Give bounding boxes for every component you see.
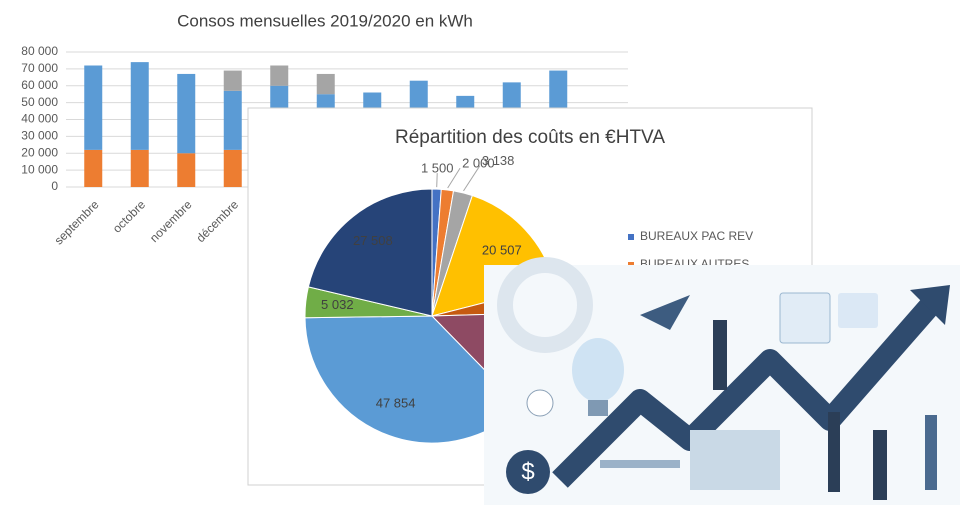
bar-segment [84,66,102,150]
y-tick-label: 30 000 [21,129,58,143]
x-tick-label: octobre [110,197,148,235]
y-tick-label: 50 000 [21,95,58,109]
y-tick-label: 60 000 [21,78,58,92]
legend-swatch [628,234,634,240]
clock [527,390,553,416]
bulb [572,338,624,402]
data-label: 27 508 [353,233,393,248]
data-label: 20 507 [482,243,522,258]
y-tick-label: 10 000 [21,162,58,176]
y-tick-label: 0 [51,179,58,193]
y-tick-label: 20 000 [21,145,58,159]
person [713,320,727,390]
dollar-icon: $ [521,458,534,485]
chart-title: Consos mensuelles 2019/2020 en kWh [177,11,473,30]
y-tick-label: 40 000 [21,112,58,126]
x-tick-label: novembre [147,197,195,245]
screen [780,293,830,343]
person [925,415,937,490]
illustration: $ [484,265,960,505]
data-label: 3 138 [482,153,515,168]
books [690,430,780,490]
screenshot: Consos mensuelles 2019/2020 en kWh 0 10 0… [0,0,960,505]
legend-label: BUREAUX PAC REV [640,229,753,243]
bar-segment [317,74,335,94]
y-tick-label: 80 000 [21,44,58,58]
y-tick-label: 70 000 [21,61,58,75]
bar-segment [131,62,149,150]
bar-segment [224,150,242,187]
bar-segment [84,150,102,187]
person [828,412,840,492]
chart-title: Répartition des coûts en €HTVA [395,127,665,148]
bar-segment [270,66,288,86]
data-label: 5 032 [321,297,354,312]
data-label: 47 854 [376,395,416,410]
bar-segment [177,74,195,153]
bar-segment [131,150,149,187]
x-tick-label: décembre [193,197,241,245]
bar-segment [224,71,242,91]
bar-segment [224,91,242,150]
person [873,430,887,500]
bulb-base [588,400,608,416]
screen [838,293,878,328]
bar-segment [177,153,195,187]
x-tick-label: septembre [52,197,102,247]
desk [600,460,680,468]
data-label: 1 500 [421,161,454,176]
